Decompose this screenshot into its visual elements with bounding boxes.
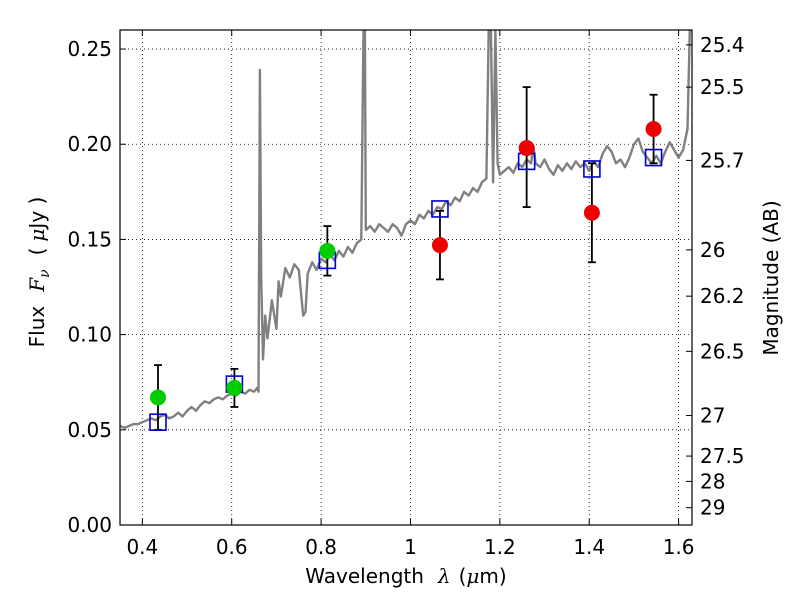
optical-point bbox=[319, 242, 336, 259]
y-tick-labels: 0.00 0.05 0.10 0.15 0.20 0.25 bbox=[67, 37, 112, 537]
x-tick-label: 1.4 bbox=[573, 535, 605, 559]
mag-tick-label: 27.5 bbox=[700, 444, 745, 468]
magnitude-tick-labels: 25.4 25.5 25.7 26 26.2 26.5 27 27.528 29 bbox=[700, 33, 745, 520]
plot-frame bbox=[119, 29, 693, 526]
x-tick-labels: 0.4 0.6 0.8 1 1.2 1.4 1.6 bbox=[126, 535, 694, 559]
y-tick-label: 0.05 bbox=[67, 418, 112, 442]
optical-point bbox=[149, 389, 166, 406]
mag-tick-label: 25.7 bbox=[700, 148, 745, 172]
mag-tick-label: 25.5 bbox=[700, 75, 745, 99]
x-tick-label: 0.6 bbox=[216, 535, 248, 559]
y-tick-label: 0.00 bbox=[67, 513, 112, 537]
template-line bbox=[120, 30, 691, 430]
infrared-point bbox=[583, 204, 600, 221]
x-tick-label: 0.4 bbox=[126, 535, 158, 559]
mag-tick-label: 25.4 bbox=[700, 33, 745, 57]
model-square bbox=[644, 148, 663, 167]
y-tick-label: 0.25 bbox=[67, 37, 112, 61]
mag-tick-label: 26 bbox=[700, 238, 725, 262]
x-tick-label: 1.6 bbox=[663, 535, 695, 559]
infrared-point bbox=[518, 140, 535, 157]
model-square bbox=[431, 200, 449, 218]
plot-area bbox=[120, 30, 692, 525]
y2-axis-title: Magnitude (AB) bbox=[759, 200, 783, 355]
x-axis-title: Wavelength λ (μm) bbox=[305, 564, 506, 588]
y-tick-label: 0.15 bbox=[67, 227, 112, 251]
x-tick-label: 1.2 bbox=[484, 535, 516, 559]
mag-tick-label: 26.2 bbox=[700, 284, 745, 308]
axis-ticks bbox=[120, 30, 692, 526]
model-square bbox=[583, 160, 601, 178]
template-spectrum bbox=[120, 30, 691, 430]
x-tick-label: 0.8 bbox=[305, 535, 337, 559]
x-tick-label: 1 bbox=[404, 535, 417, 559]
infrared-point bbox=[645, 121, 662, 137]
model-square bbox=[149, 413, 167, 431]
mag-tick-label: 26.5 bbox=[700, 339, 745, 363]
mag-tick-label: 29 bbox=[700, 496, 725, 520]
y-axis-title: FluxFν(μJy ) bbox=[25, 197, 53, 348]
mag-tick-label: 27 bbox=[700, 404, 725, 428]
grid bbox=[120, 30, 692, 525]
y-tick-label: 0.20 bbox=[67, 132, 112, 156]
data-markers bbox=[149, 121, 663, 431]
infrared-point bbox=[431, 237, 448, 254]
optical-point bbox=[226, 379, 243, 396]
y-tick-label: 0.10 bbox=[67, 323, 112, 347]
mag-tick-label: 28 bbox=[700, 469, 725, 493]
